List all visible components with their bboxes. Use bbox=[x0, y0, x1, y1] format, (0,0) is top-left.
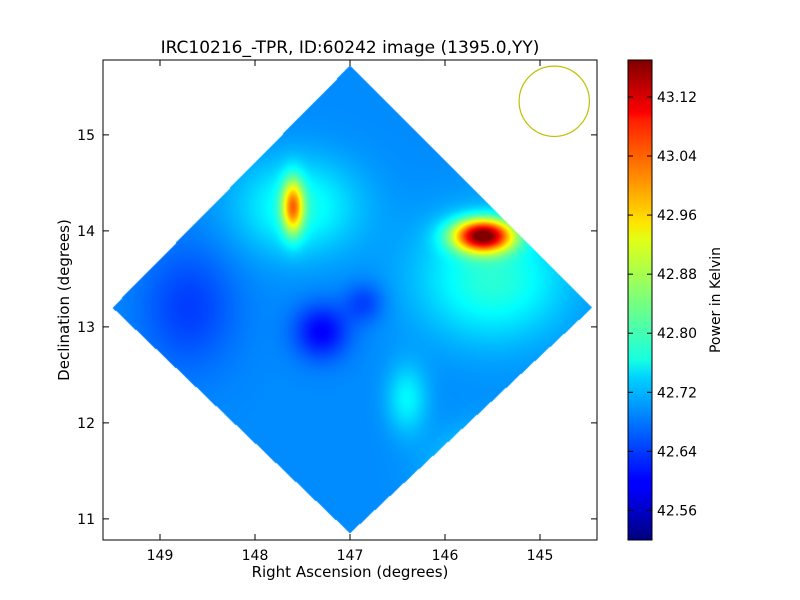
y-tick-label: 11 bbox=[77, 512, 95, 528]
y-axis-ticks: 11 12 13 14 15 bbox=[77, 128, 597, 528]
x-axis-ticks: 149 148 147 146 145 bbox=[147, 60, 554, 564]
heatmap-image bbox=[103, 60, 597, 540]
y-tick-label: 15 bbox=[77, 128, 95, 144]
x-tick-label: 147 bbox=[337, 548, 364, 564]
x-tick-label: 146 bbox=[432, 548, 459, 564]
colorbar-tick-label: 42.96 bbox=[657, 208, 697, 224]
colorbar-tick-label: 42.80 bbox=[657, 326, 697, 342]
y-tick-label: 13 bbox=[77, 320, 95, 336]
colorbar-tick-label: 42.88 bbox=[657, 267, 697, 283]
y-axis-label: Declination (degrees) bbox=[55, 219, 73, 381]
beam-circle bbox=[518, 65, 590, 138]
colorbar-tick-label: 43.04 bbox=[657, 149, 697, 165]
x-tick-label: 145 bbox=[527, 548, 554, 564]
x-tick-label: 149 bbox=[147, 548, 174, 564]
y-tick-label: 12 bbox=[77, 416, 95, 432]
colorbar-label: Power in Kelvin bbox=[708, 247, 724, 353]
x-tick-label: 148 bbox=[242, 548, 269, 564]
y-tick-label: 14 bbox=[77, 224, 95, 240]
x-axis-label: Right Ascension (degrees) bbox=[252, 563, 449, 581]
colorbar-ticks: 42.56 42.64 42.72 42.80 42.88 42.96 43.04 43.12 bbox=[628, 90, 697, 519]
colorbar-tick-label: 42.72 bbox=[657, 385, 697, 401]
colorbar bbox=[627, 59, 653, 541]
chart-title: IRC10216_-TPR, ID:60242 image (1395.0,YY… bbox=[161, 38, 540, 58]
colorbar-tick-label: 42.56 bbox=[657, 503, 697, 519]
colorbar-tick-label: 42.64 bbox=[657, 444, 697, 460]
colorbar-tick-label: 43.12 bbox=[657, 90, 697, 106]
